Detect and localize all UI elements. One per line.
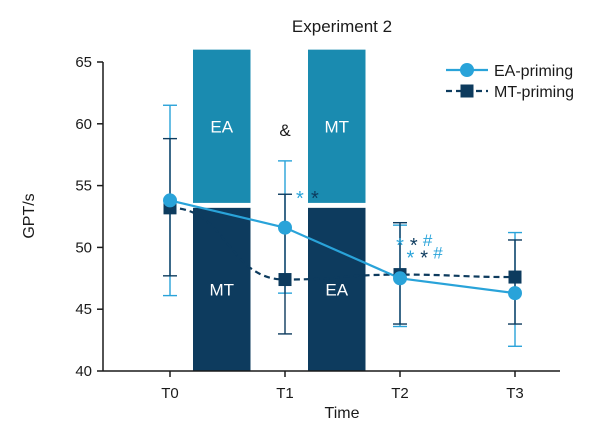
annotation-sig: * [296, 188, 304, 210]
chart-title: Experiment 2 [292, 17, 392, 36]
band-label-3: EA [325, 280, 348, 299]
y-tick-label: 55 [75, 178, 92, 195]
data-point-ea-priming-t1 [278, 220, 292, 235]
band-label-1: MT [209, 280, 234, 299]
legend-marker-mt-priming [460, 84, 474, 98]
series-line-mt-priming [169, 206, 516, 281]
annotation-sig: * [410, 235, 418, 257]
band-ea-3 [308, 207, 366, 371]
y-tick-label: 60 [75, 116, 92, 133]
y-tick-label: 65 [75, 54, 92, 71]
annotation-sig: * [420, 247, 428, 269]
x-tick-label: T0 [161, 385, 179, 402]
x-axis-title: Time [325, 405, 360, 422]
annotation-sig: * [396, 235, 404, 257]
x-tick-label: T3 [506, 385, 524, 402]
y-tick-label: 40 [75, 363, 92, 380]
annotation-sig: * [311, 188, 319, 210]
y-tick-label: 50 [75, 239, 92, 256]
x-tick-label: T2 [391, 385, 409, 402]
band-mt-2 [308, 49, 366, 203]
data-point-ea-priming-t0 [163, 193, 177, 208]
y-axis-title: GPT/s [21, 193, 38, 238]
data-point-ea-priming-t3 [508, 286, 522, 301]
annotation-amp: & [279, 121, 291, 140]
data-point-mt-priming-t3 [508, 270, 522, 284]
legend-label-mt-priming: MT-priming [494, 84, 574, 101]
annotation-hash: # [433, 243, 443, 262]
series-line-ea-priming [169, 199, 516, 295]
legend-marker-ea-priming [460, 63, 474, 77]
band-label-0: EA [210, 117, 233, 136]
band-ea-0 [193, 49, 251, 203]
y-tick-label: 45 [75, 301, 92, 318]
x-tick-label: T1 [276, 385, 294, 402]
legend-label-ea-priming: EA-priming [494, 63, 573, 80]
data-point-mt-priming-t1 [278, 273, 292, 287]
band-label-2: MT [324, 117, 349, 136]
annotation-sig: * [406, 247, 414, 269]
annotation-hash: # [423, 231, 433, 250]
data-point-ea-priming-t2 [393, 271, 407, 286]
